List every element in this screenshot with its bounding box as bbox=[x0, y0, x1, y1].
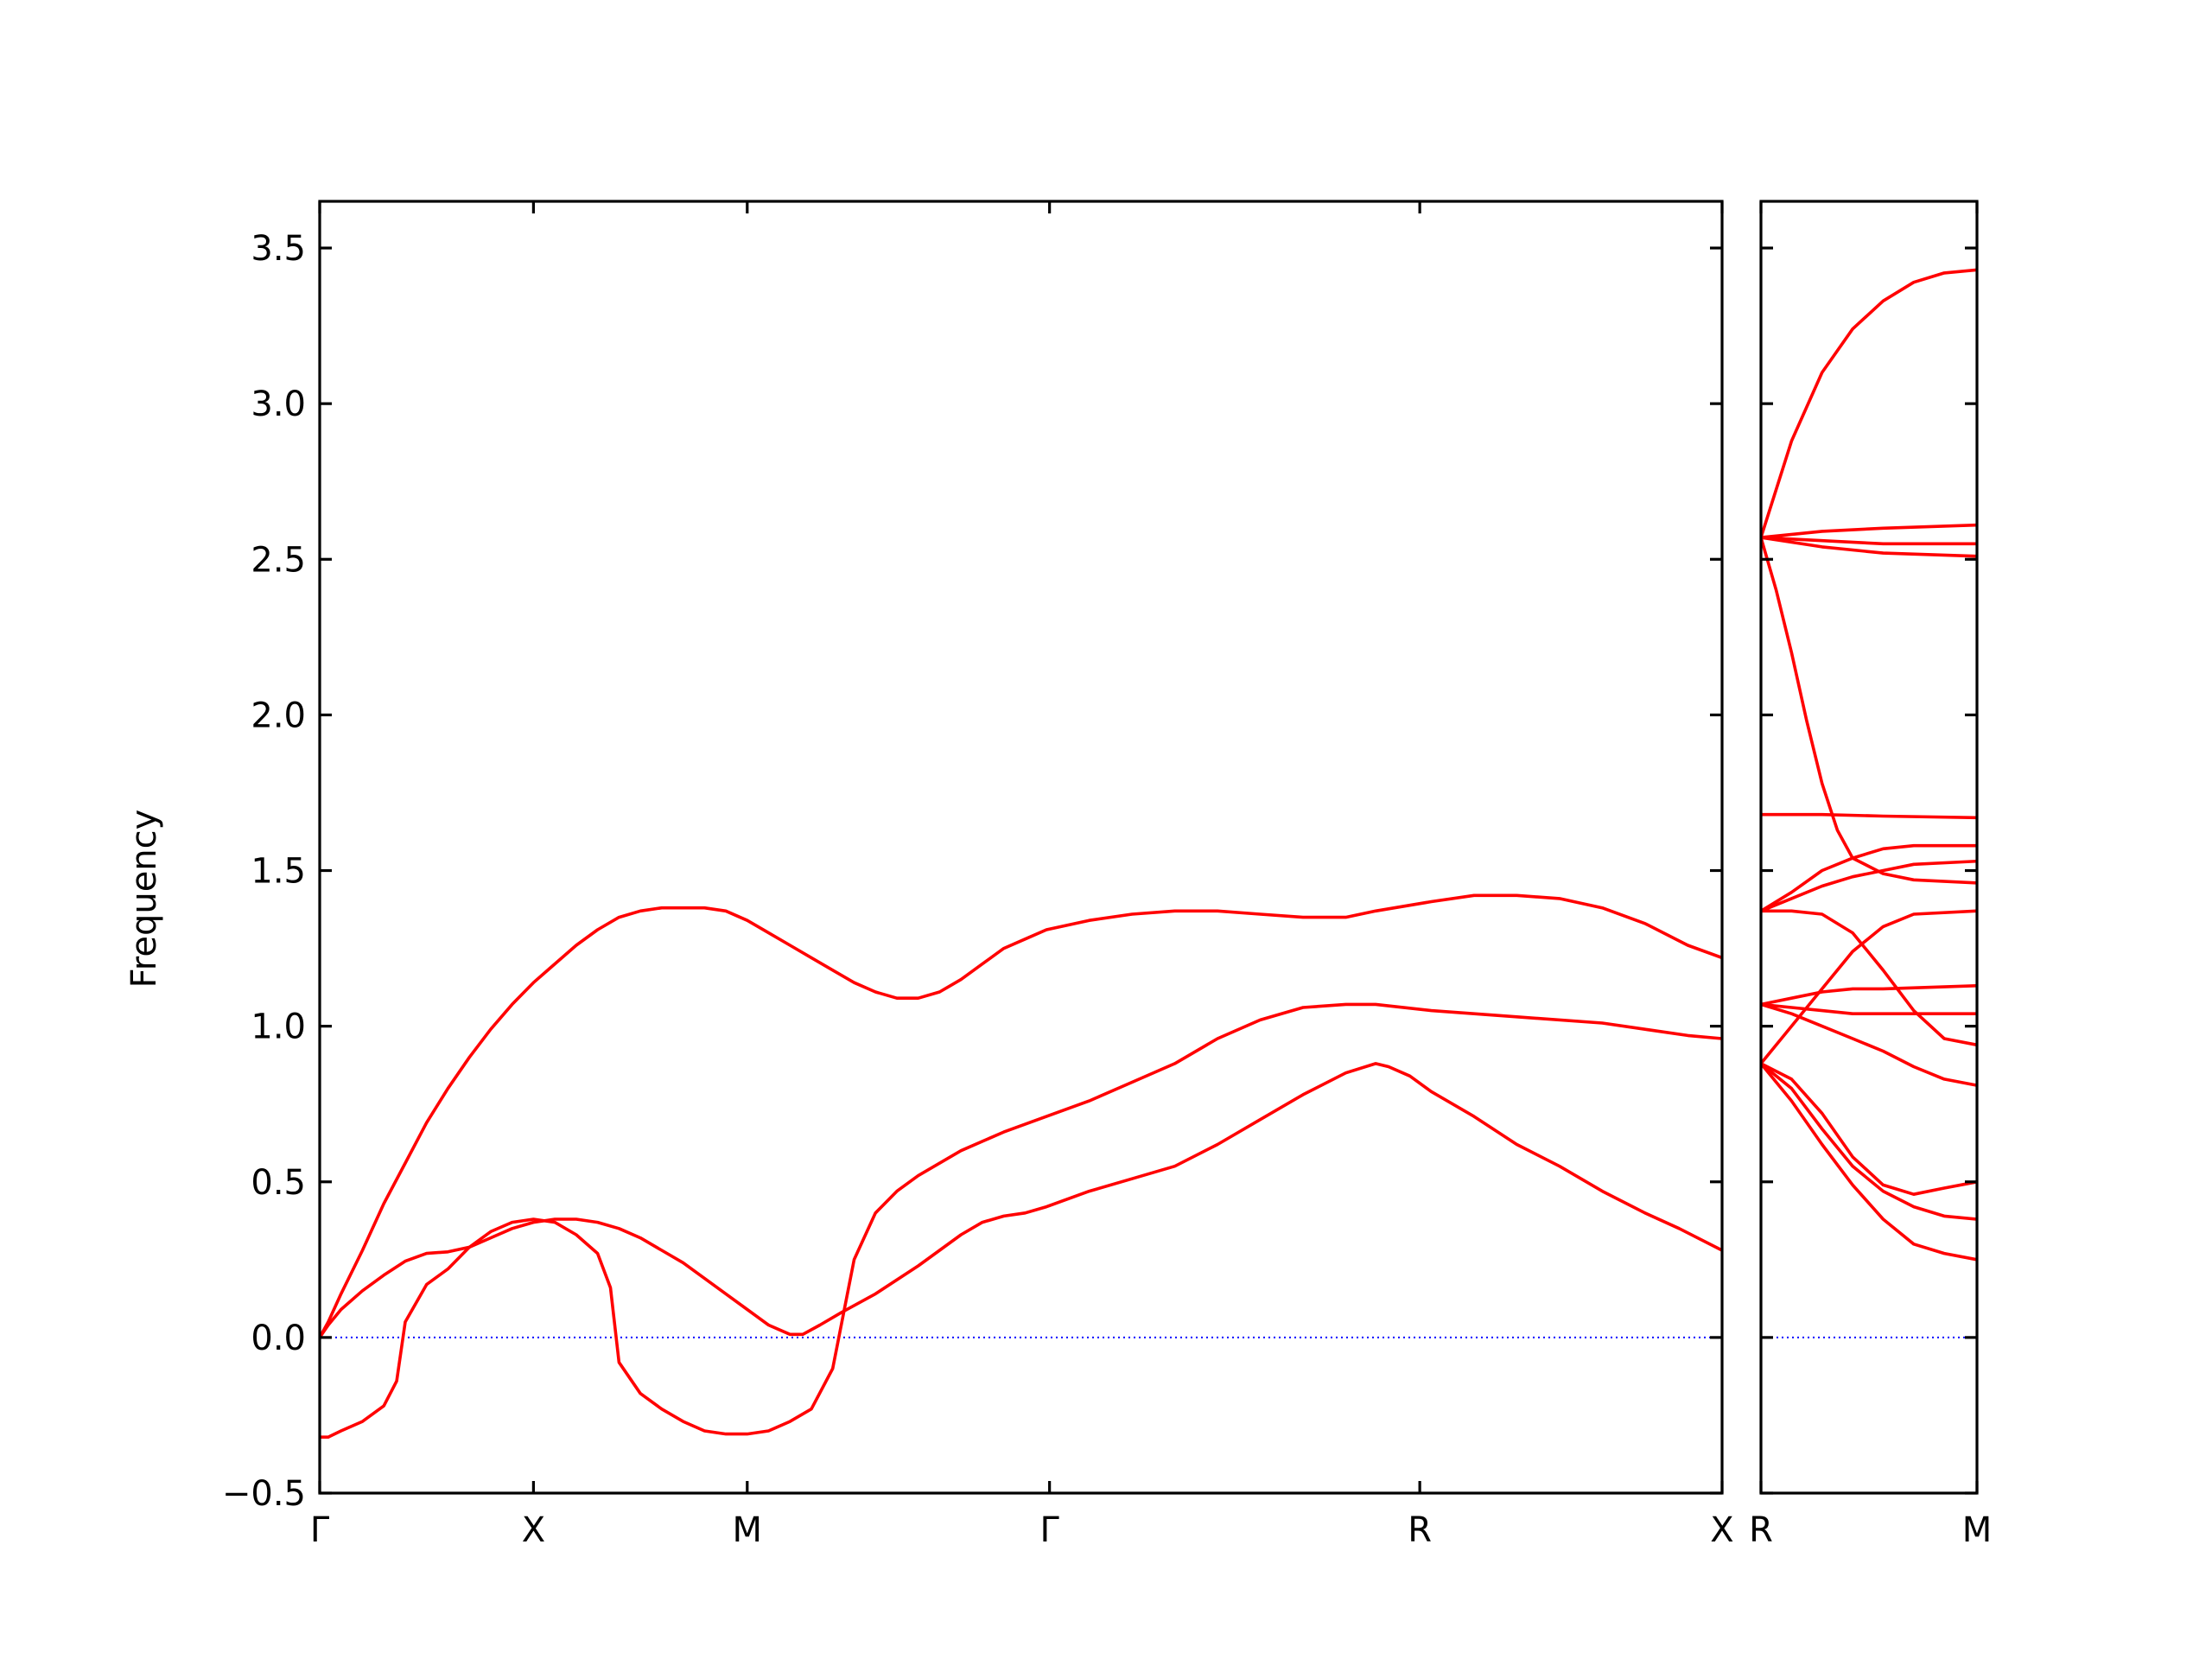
y-tick-label: 3.5 bbox=[251, 229, 306, 269]
x-tick-label: R bbox=[1749, 1510, 1773, 1550]
band-2-6 bbox=[1761, 812, 1977, 820]
y-tick-label: 2.0 bbox=[251, 696, 306, 735]
bands bbox=[1761, 268, 1977, 1262]
band-2-5 bbox=[1761, 536, 1977, 885]
y-tick-label: 0.5 bbox=[251, 1163, 306, 1203]
x-tick-label: X bbox=[1710, 1510, 1733, 1550]
y-tick-label: −0.5 bbox=[222, 1474, 306, 1514]
band-1-2 bbox=[320, 893, 1722, 1339]
band-2-7 bbox=[1761, 843, 1977, 913]
y-tick-label: 0.0 bbox=[251, 1319, 306, 1358]
band-2-9 bbox=[1761, 909, 1977, 1047]
band-2-8 bbox=[1761, 859, 1977, 913]
band-2-10 bbox=[1761, 909, 1977, 1065]
x-tick-label: X bbox=[522, 1510, 545, 1550]
band-2-2 bbox=[1761, 523, 1977, 539]
band-2-12 bbox=[1761, 1002, 1977, 1015]
y-tick-label: 2.5 bbox=[251, 540, 306, 580]
y-tick-label: 1.5 bbox=[251, 852, 306, 892]
x-tick-label: M bbox=[733, 1510, 763, 1550]
bands bbox=[320, 893, 1722, 1439]
band-1-3 bbox=[320, 1002, 1722, 1439]
band-2-11 bbox=[1761, 984, 1977, 1007]
band-2-14 bbox=[1761, 1062, 1977, 1196]
band-2-13 bbox=[1761, 1002, 1977, 1087]
panel-frame bbox=[1759, 200, 1979, 1495]
band-2-3 bbox=[1761, 536, 1977, 546]
band-1-1 bbox=[320, 1062, 1722, 1339]
y-tick-label: 1.0 bbox=[251, 1007, 306, 1047]
x-tick-label: Γ bbox=[1040, 1510, 1060, 1550]
x-tick-label: R bbox=[1408, 1510, 1432, 1550]
band-2-4 bbox=[1761, 536, 1977, 558]
y-axis-title: Frequency bbox=[124, 810, 164, 988]
panel-frame bbox=[318, 200, 1724, 1495]
x-tick-label: M bbox=[1962, 1510, 1993, 1550]
band-2-1 bbox=[1761, 268, 1977, 539]
y-tick-label: 3.0 bbox=[251, 385, 306, 424]
x-tick-label: Γ bbox=[310, 1510, 330, 1550]
band-2-15 bbox=[1761, 1062, 1977, 1221]
y-tick-labels: −0.5 0.0 0.5 1.0 1.5 2.0 2.5 3.0 3.5 bbox=[222, 229, 306, 1514]
band-2-16 bbox=[1761, 1062, 1977, 1262]
